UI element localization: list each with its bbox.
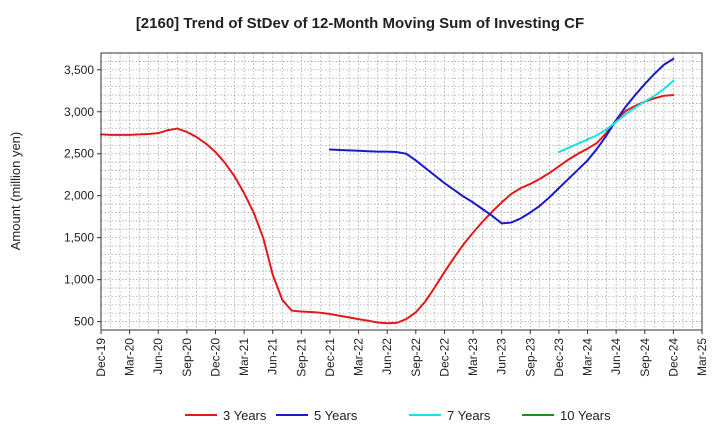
series-line-2 — [328, 57, 675, 225]
x-tick-label: Jun-23 — [495, 338, 509, 375]
x-tick-label: Dec-22 — [437, 338, 451, 377]
x-tick-label: Mar-23 — [466, 338, 480, 376]
x-tick-label: Mar-20 — [123, 338, 137, 376]
chart-title: [2160] Trend of StDev of 12-Month Moving… — [136, 15, 584, 32]
x-tick-label: Mar-21 — [237, 338, 251, 376]
y-tick-label: 3,000 — [64, 105, 94, 119]
legend-label: 7 Years — [447, 408, 491, 423]
plot-area — [100, 52, 703, 331]
y-tick-label: 3,500 — [64, 63, 94, 77]
x-tick-label: Sep-20 — [180, 338, 194, 377]
series-line-1 — [100, 93, 675, 325]
grid-lines — [101, 53, 702, 330]
x-tick-label: Dec-19 — [94, 338, 108, 377]
x-tick-label: Jun-21 — [266, 338, 280, 375]
legend: 3 Years 5 Years 7 Years 10 Years — [185, 408, 611, 423]
x-axis-ticks: Dec-19 Mar-20 Jun-20 Sep-20 Dec-20 Mar-21 Jun-… — [94, 330, 709, 377]
legend-label: 10 Years — [560, 408, 611, 423]
x-tick-label: Mar-25 — [695, 338, 709, 376]
x-tick-label: Jun-24 — [609, 338, 623, 375]
x-tick-label: Sep-23 — [523, 338, 537, 377]
y-tick-label: 1,500 — [64, 231, 94, 245]
x-tick-label: Mar-24 — [581, 338, 595, 376]
x-tick-label: Dec-24 — [666, 338, 680, 377]
x-tick-label: Jun-22 — [380, 338, 394, 375]
y-tick-label: 1,000 — [64, 273, 94, 287]
x-tick-label: Dec-21 — [323, 338, 337, 377]
series-line-3 — [557, 79, 675, 154]
x-tick-label: Mar-22 — [352, 338, 366, 376]
legend-label: 3 Years — [223, 408, 267, 423]
x-tick-label: Sep-22 — [409, 338, 423, 377]
x-tick-label: Sep-21 — [294, 338, 308, 377]
x-tick-label: Dec-20 — [208, 338, 222, 377]
y-tick-label: 2,000 — [64, 189, 94, 203]
x-tick-label: Dec-23 — [552, 338, 566, 377]
series-layer — [100, 57, 675, 325]
y-tick-label: 2,500 — [64, 147, 94, 161]
y-tick-label: 500 — [74, 315, 94, 329]
y-axis-label: Amount (million yen) — [8, 132, 23, 251]
x-tick-label: Jun-20 — [151, 338, 165, 375]
y-axis-ticks: 500 1,000 1,500 2,000 2,500 3,000 3,500 — [64, 63, 101, 329]
x-tick-label: Sep-24 — [638, 338, 652, 377]
legend-label: 5 Years — [314, 408, 358, 423]
